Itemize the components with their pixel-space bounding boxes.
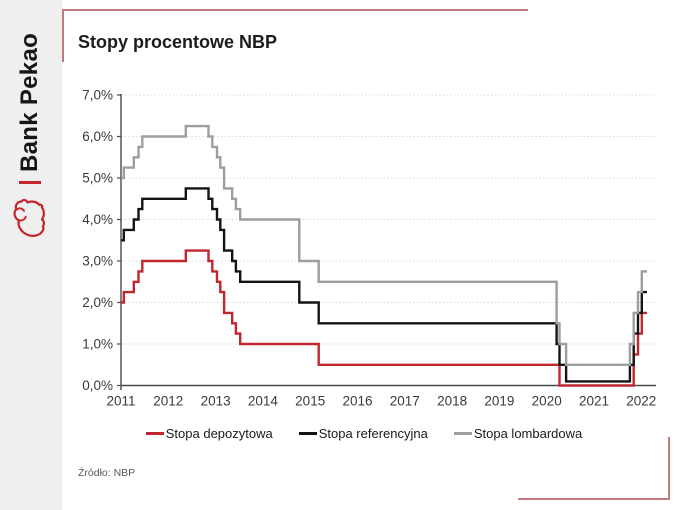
frame-bottom-line [518, 498, 670, 500]
frame-right-line [668, 437, 670, 500]
svg-text:1,0%: 1,0% [82, 337, 113, 352]
legend-line-icon [298, 432, 317, 435]
svg-text:2015: 2015 [295, 394, 325, 409]
svg-text:2012: 2012 [153, 394, 183, 409]
pekao-bison-icon [13, 198, 46, 237]
brand-sidebar: Bank Pekao [0, 0, 62, 510]
svg-text:2020: 2020 [532, 394, 562, 409]
rate-chart: 0,0% 1,0% 2,0% 3,0% 4,0% 5,0% 6,0% 7,0% 2011 2012… [82, 88, 656, 409]
legend-item-referencyjna: Stopa referencyjna [298, 426, 428, 441]
legend-label: Stopa depozytowa [165, 426, 273, 441]
legend-item-lombardowa: Stopa lombardowa [453, 426, 583, 441]
svg-text:2016: 2016 [342, 394, 372, 409]
legend-label: Stopa referencyjna [318, 426, 428, 441]
svg-text:7,0%: 7,0% [82, 88, 113, 103]
svg-text:2017: 2017 [390, 394, 420, 409]
legend-item-depozytowa: Stopa depozytowa [145, 426, 273, 441]
svg-text:5,0%: 5,0% [82, 171, 113, 186]
svg-text:2011: 2011 [106, 394, 135, 409]
svg-text:2019: 2019 [484, 394, 514, 409]
svg-text:2,0%: 2,0% [82, 295, 113, 310]
legend-label: Stopa lombardowa [473, 426, 583, 441]
svg-text:4,0%: 4,0% [82, 212, 113, 227]
brand-lockup: Bank Pekao [7, 23, 53, 239]
frame-top-line [62, 9, 528, 11]
frame-left-line [62, 9, 64, 62]
svg-text:6,0%: 6,0% [82, 129, 113, 144]
legend-line-icon [453, 432, 472, 435]
svg-text:2013: 2013 [201, 394, 231, 409]
svg-text:2021: 2021 [579, 394, 609, 409]
svg-text:2014: 2014 [248, 394, 279, 409]
svg-text:2022: 2022 [626, 394, 656, 409]
svg-text:0,0%: 0,0% [82, 378, 113, 393]
svg-text:3,0%: 3,0% [82, 254, 113, 269]
page-title: Stopy procentowe NBP [78, 32, 278, 52]
legend-line-icon [145, 432, 164, 435]
source-note: Źródło: NBP [78, 467, 136, 479]
chart-legend: Stopa depozytowa Stopa referencyjna Stop… [64, 426, 664, 441]
svg-text:2018: 2018 [437, 394, 467, 409]
